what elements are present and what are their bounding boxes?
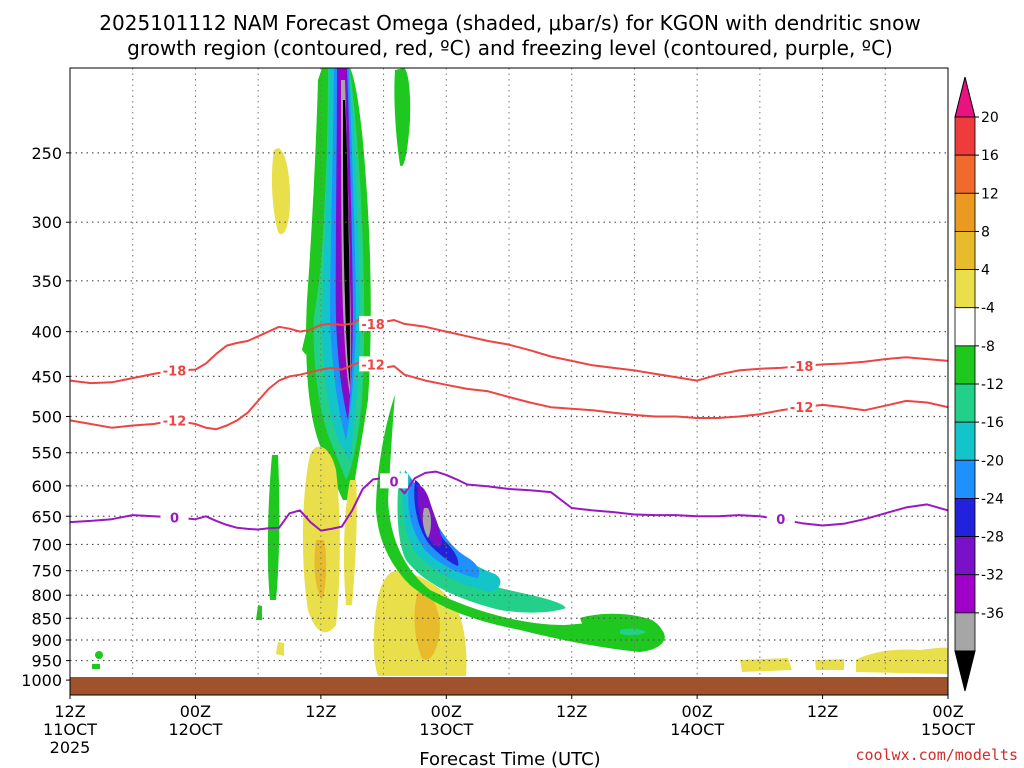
colorbar-label: 12	[981, 186, 999, 202]
contour-label-bg	[160, 412, 189, 428]
x-tick-label: 00Z	[681, 702, 712, 721]
x-tick-label: 00Z	[431, 702, 462, 721]
chart-title-line-2: growth region (contoured, red, ºC) and f…	[127, 36, 893, 60]
colorbar: 20 16 12 8 4 -4 -8 -12 -16 -20 -24 -28 -32 -36	[954, 76, 1004, 692]
plot-area: -18 -18 -18 -12 -12 -12 0 0 0	[70, 68, 948, 695]
y-tick-label: 250	[31, 144, 62, 163]
colorbar-segment	[954, 154, 976, 194]
contour-label: -18	[163, 364, 187, 379]
x-tick-label: 12Z	[807, 702, 838, 721]
contour-label-bg	[160, 362, 189, 378]
x-tick-label: 12Z	[54, 702, 85, 721]
x-tick-label: 2025	[50, 738, 91, 757]
x-tick-label: 12Z	[305, 702, 336, 721]
colorbar-segment	[954, 383, 976, 423]
contour-label: -12	[163, 414, 187, 429]
chart-title-line-1: 2025101112 NAM Forecast Omega (shaded, μ…	[99, 11, 920, 35]
colorbar-label: -24	[981, 491, 1004, 507]
colorbar-top-arrow	[954, 76, 976, 118]
x-tick-label: 12OCT	[168, 720, 222, 739]
colorbar-segment	[954, 192, 976, 232]
colorbar-segment	[954, 116, 976, 156]
grid	[70, 68, 948, 695]
contour-label-bg	[766, 511, 795, 527]
x-tick-label: 00Z	[180, 702, 211, 721]
contour-label: -18	[361, 318, 385, 333]
y-tick-label: 550	[31, 444, 62, 463]
contour--12	[70, 359, 948, 431]
colorbar-label: -12	[981, 377, 1004, 393]
y-tick-label: 700	[31, 535, 62, 554]
x-axis-label: Forecast Time (UTC)	[419, 749, 600, 768]
y-tick-label: 300	[31, 213, 62, 232]
y-tick-label: 1000	[21, 671, 62, 690]
omega-shading	[92, 68, 948, 676]
colorbar-label: -32	[981, 568, 1004, 584]
colorbar-label: 8	[981, 224, 990, 240]
colorbar-label: -28	[981, 530, 1004, 546]
colorbar-label: 4	[981, 263, 990, 279]
contour-label-bg	[787, 358, 816, 374]
contour-label-bg	[359, 356, 388, 372]
colorbar-label: 20	[981, 110, 999, 126]
y-tick-label: 500	[31, 407, 62, 426]
colorbar-segment	[954, 345, 976, 385]
colorbar-segment	[954, 231, 976, 270]
y-tick-label: 450	[31, 367, 62, 386]
contour-label: -12	[361, 358, 385, 373]
colorbar-label: -16	[981, 415, 1004, 431]
colorbar-label: -36	[981, 606, 1004, 622]
y-tick-label: 400	[31, 323, 62, 342]
y-axis: 250 300 350 400 450 500 550 600 650 700 750 800 850 9…	[21, 144, 70, 690]
colorbar-bottom-arrow	[954, 650, 976, 692]
credit-text: coolwx.com/modelts	[855, 746, 1018, 764]
contour-label-bg	[380, 473, 409, 489]
y-tick-label: 750	[31, 562, 62, 581]
plot-border	[69, 67, 949, 696]
x-tick-label: 11OCT	[43, 720, 97, 739]
colorbar-label: 16	[981, 148, 999, 164]
contour-label: -18	[790, 360, 814, 375]
x-tick-label: 14OCT	[670, 720, 724, 739]
colorbar-label: -4	[981, 301, 995, 317]
contours: -18 -18 -18 -12 -12 -12 0 0 0	[70, 315, 948, 532]
y-tick-label: 800	[31, 586, 62, 605]
y-tick-label: 350	[31, 272, 62, 291]
y-tick-label: 600	[31, 477, 62, 496]
colorbar-segment	[954, 574, 976, 614]
contour-0	[70, 470, 948, 532]
contour-label: 0	[390, 475, 399, 490]
colorbar-segment	[954, 536, 976, 576]
colorbar-label: -20	[981, 453, 1004, 469]
contour-label: 0	[776, 513, 785, 528]
contour-label: 0	[170, 511, 179, 526]
y-tick-label: 650	[31, 507, 62, 526]
colorbar-segment	[954, 498, 976, 537]
y-tick-label: 850	[31, 609, 62, 628]
x-tick-label: 13OCT	[419, 720, 473, 739]
colorbar-label: -8	[981, 339, 995, 355]
x-tick-label: 15OCT	[921, 720, 975, 739]
contour-label: -12	[790, 401, 814, 416]
y-tick-label: 950	[31, 652, 62, 671]
contour-label-bg	[359, 315, 388, 331]
contour--18	[70, 316, 948, 385]
contour-label-bg	[160, 509, 189, 525]
ground-terrain	[70, 677, 948, 695]
colorbar-segment	[954, 612, 976, 652]
colorbar-segment	[954, 307, 976, 347]
x-tick-label: 12Z	[556, 702, 587, 721]
colorbar-segment	[954, 459, 976, 499]
y-tick-label: 900	[31, 631, 62, 650]
colorbar-segment	[954, 421, 976, 461]
colorbar-segment	[954, 269, 976, 309]
x-tick-label: 00Z	[932, 702, 963, 721]
contour-label-bg	[787, 399, 816, 415]
